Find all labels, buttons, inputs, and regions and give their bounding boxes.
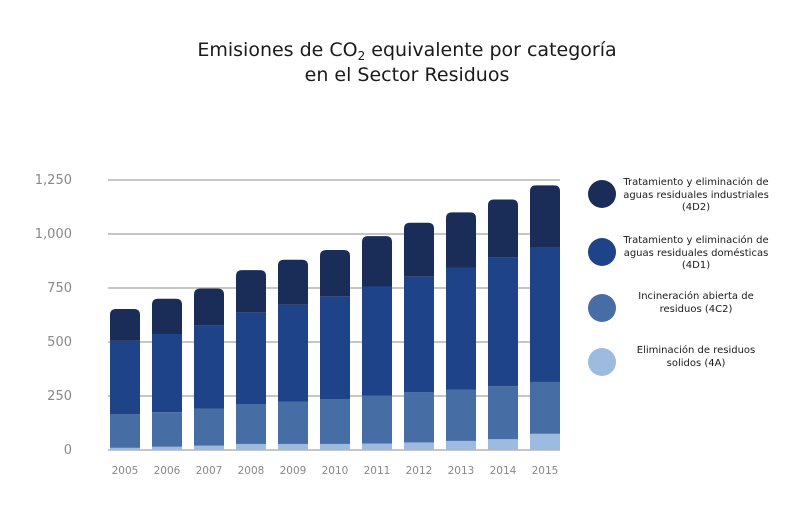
x-tick-label: 2012	[406, 465, 433, 477]
bar-segment	[194, 445, 224, 450]
legend-label: Incineración abierta de residuos (4C2)	[638, 291, 754, 315]
bar-segment	[446, 212, 476, 268]
bar-segment	[404, 392, 434, 443]
bar-segment	[446, 440, 476, 450]
x-tick-label: 2009	[280, 465, 307, 477]
bar-segment	[152, 298, 182, 335]
bar-segment	[320, 399, 350, 444]
bar-segment	[236, 270, 266, 313]
bar-segment	[404, 276, 434, 393]
legend-swatch	[588, 180, 616, 208]
title-rest-text: equivalente por categoría	[365, 39, 617, 61]
bar-segment	[194, 288, 224, 326]
x-tick-label: 2005	[112, 465, 139, 477]
bar-segment	[404, 442, 434, 450]
bar-segment	[152, 446, 182, 450]
legend-item: Tratamiento y eliminación de aguas resid…	[588, 235, 769, 278]
bar-segment	[110, 414, 140, 448]
bar-segment	[362, 395, 392, 444]
bar-segment	[320, 296, 350, 400]
chart-title-line2: en el Sector Residuos	[304, 64, 510, 86]
x-tick-label: 2015	[532, 465, 559, 477]
bar-segment	[278, 304, 308, 402]
x-tick-label: 2013	[448, 465, 475, 477]
legend-item: Eliminación de residuos solidos (4A)	[588, 345, 768, 388]
bar-segment	[530, 381, 560, 434]
legend-swatch	[588, 294, 616, 322]
chart-title: Emisiones de CO2 equivalente por categor…	[0, 38, 792, 88]
bar-segment	[446, 389, 476, 441]
bar-segment	[236, 403, 266, 444]
y-tick-label: 500	[47, 335, 72, 350]
x-tick-label: 2014	[490, 465, 517, 477]
bar-segment	[488, 439, 518, 450]
bar-segment	[320, 443, 350, 450]
x-tick-label: 2008	[238, 465, 265, 477]
bar-segment	[236, 443, 266, 450]
bar-segment	[320, 249, 350, 297]
legend-item: Incineración abierta de residuos (4C2)	[588, 291, 768, 334]
bar-segment	[362, 236, 392, 287]
chart-title-line1: Emisiones de CO2 equivalente por categor…	[0, 38, 792, 63]
bar-segment	[278, 443, 308, 450]
y-tick-label: 750	[47, 281, 72, 296]
bar-segment	[488, 199, 518, 258]
bar-segment	[488, 257, 518, 387]
bar-segment	[446, 267, 476, 390]
legend-label: Tratamiento y eliminación de aguas resid…	[623, 177, 769, 213]
bar-segment	[152, 334, 182, 413]
bar-segment	[152, 412, 182, 447]
legend-item: Tratamiento y eliminación de aguas resid…	[588, 177, 769, 220]
bar-segment	[530, 246, 560, 382]
bar-segment	[530, 185, 560, 247]
legend-label: Eliminación de residuos solidos (4A)	[636, 345, 756, 369]
bar-segment	[110, 340, 140, 415]
bar-segment	[404, 222, 434, 277]
x-tick-label: 2006	[154, 465, 181, 477]
legend-swatch	[588, 348, 616, 376]
x-tick-label: 2011	[364, 465, 391, 477]
title-co2-text: Emisiones de CO	[197, 39, 358, 61]
y-tick-label: 0	[64, 443, 72, 458]
y-tick-label: 1,000	[35, 227, 72, 242]
title-subscript: 2	[357, 49, 366, 63]
bar-segment	[278, 401, 308, 444]
bar-segment	[194, 325, 224, 409]
bar-segment	[110, 447, 140, 450]
y-tick-label: 250	[47, 389, 72, 404]
bar-segment	[194, 408, 224, 446]
bar-segment	[236, 312, 266, 404]
bar-segment	[530, 433, 560, 450]
x-tick-label: 2007	[196, 465, 223, 477]
bar-segment	[362, 443, 392, 450]
x-tick-label: 2010	[322, 465, 349, 477]
bar-segment	[278, 259, 308, 305]
y-tick-label: 1,250	[35, 173, 72, 188]
bar-segment	[110, 308, 140, 341]
bar-segment	[362, 286, 392, 396]
bar-segment	[488, 386, 518, 440]
legend-label: Tratamiento y eliminación de aguas resid…	[623, 235, 769, 271]
legend-swatch	[588, 238, 616, 266]
